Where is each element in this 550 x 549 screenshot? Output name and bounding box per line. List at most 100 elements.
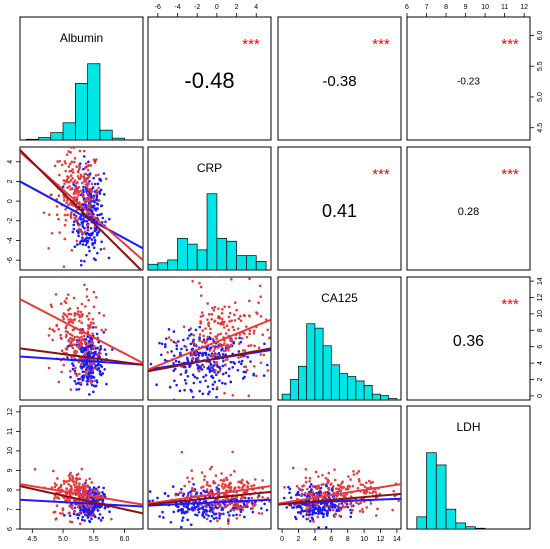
- scatter-point: [89, 233, 93, 237]
- tick-label-albumin: 6.0: [537, 30, 544, 40]
- scatter-point: [337, 502, 341, 506]
- scatter-point: [72, 364, 75, 367]
- scatter-point: [254, 503, 257, 506]
- variable-label-crp: CRP: [197, 161, 222, 175]
- trend-line-group-2: [20, 483, 143, 506]
- scatter-point: [70, 334, 74, 337]
- scatter-point: [76, 340, 79, 344]
- scatter-point: [202, 351, 205, 355]
- scatter-point: [283, 486, 286, 489]
- histogram-bar-ldh: [435, 464, 447, 530]
- scatter-point: [61, 185, 65, 189]
- panel-ca125-albumin: [19, 276, 144, 401]
- tick-label-ca125: 12: [377, 536, 385, 543]
- scatter-point: [72, 318, 75, 322]
- scatter-point: [66, 293, 70, 296]
- scatter-point: [196, 363, 199, 367]
- scatter-point: [245, 368, 249, 372]
- scatter-point: [87, 164, 90, 168]
- scatter-point: [96, 251, 99, 255]
- scatter-point: [183, 388, 186, 392]
- scatter-point: [86, 168, 90, 172]
- scatter-point: [98, 199, 101, 202]
- scatter-point: [70, 211, 73, 214]
- trend-line-overall: [148, 347, 271, 373]
- scatter-point: [80, 302, 84, 306]
- scatter-point: [205, 490, 209, 493]
- histogram-bar-ca125: [289, 379, 299, 401]
- scatter-point: [252, 329, 256, 333]
- scatter-point: [88, 393, 91, 396]
- scatter-point: [215, 395, 218, 399]
- tick-label-crp: -4: [7, 237, 14, 243]
- scatter-point: [77, 169, 80, 173]
- scatter-point: [220, 484, 224, 488]
- scatter-point: [226, 511, 230, 514]
- scatter-point: [261, 479, 264, 482]
- scatter-point: [72, 483, 76, 487]
- scatter-point: [85, 295, 89, 298]
- scatter-point: [217, 307, 220, 310]
- scatter-point: [308, 476, 312, 480]
- scatter-point: [86, 399, 89, 400]
- scatter-point: [87, 503, 91, 507]
- scatter-point: [231, 450, 234, 454]
- scatter-point: [81, 243, 85, 246]
- trend-line-group-2: [148, 318, 271, 371]
- scatter-point: [55, 323, 59, 327]
- scatter-point: [193, 489, 196, 493]
- scatter-point: [162, 516, 165, 519]
- scatter-point: [80, 518, 84, 522]
- scatter-point: [98, 352, 102, 355]
- scatter-point: [85, 236, 89, 239]
- scatter-point: [74, 186, 78, 189]
- histogram-bar-ca125: [322, 345, 332, 401]
- scatter-point: [69, 388, 73, 391]
- scatter-point: [233, 362, 237, 365]
- scatter-point: [365, 506, 369, 509]
- scatter-point: [87, 195, 91, 199]
- scatter-point: [148, 499, 151, 503]
- scatter-point: [237, 356, 240, 359]
- scatter-point: [87, 233, 91, 237]
- scatter-point: [51, 469, 55, 473]
- scatter-point: [242, 496, 245, 499]
- tick-label-albumin: 5.0: [537, 92, 544, 102]
- scatter-point: [65, 201, 68, 205]
- scatter-point: [84, 305, 87, 308]
- scatter-point: [69, 375, 72, 379]
- scatter-point: [311, 513, 314, 516]
- scatter-point: [213, 503, 216, 507]
- scatter-point: [89, 164, 93, 167]
- scatter-point: [79, 263, 83, 267]
- scatter-point: [357, 478, 361, 481]
- scatter-point: [189, 327, 193, 330]
- scatter-point: [62, 265, 66, 268]
- scatter-point: [212, 349, 216, 353]
- scatter-point: [103, 368, 106, 371]
- scatter-point: [339, 508, 342, 511]
- scatter-point: [64, 218, 68, 222]
- scatter-point: [192, 333, 196, 337]
- scatter-point: [87, 368, 90, 372]
- correlation-value-albumin-ldh: -0.23: [457, 77, 480, 88]
- histogram-bar-ca125: [306, 323, 316, 401]
- scatter-point: [76, 344, 79, 348]
- scatter-point: [316, 502, 319, 506]
- scatter-point: [220, 506, 224, 510]
- scatter-point: [179, 525, 183, 529]
- scatter-point: [50, 231, 54, 235]
- scatter-point: [86, 324, 90, 327]
- scatter-point: [47, 246, 50, 250]
- scatter-point: [243, 375, 246, 379]
- scatter-point: [227, 374, 231, 378]
- scatter-point: [101, 216, 105, 220]
- scatter-point: [97, 173, 100, 177]
- scatter-point: [304, 480, 308, 484]
- scatter-point: [79, 363, 83, 366]
- tick-label-crp: 2: [235, 4, 239, 11]
- tick-label-ca125: 10: [537, 310, 544, 318]
- trend-line-overall: [278, 492, 401, 506]
- scatter-point: [319, 490, 323, 494]
- scatter-point: [191, 395, 195, 399]
